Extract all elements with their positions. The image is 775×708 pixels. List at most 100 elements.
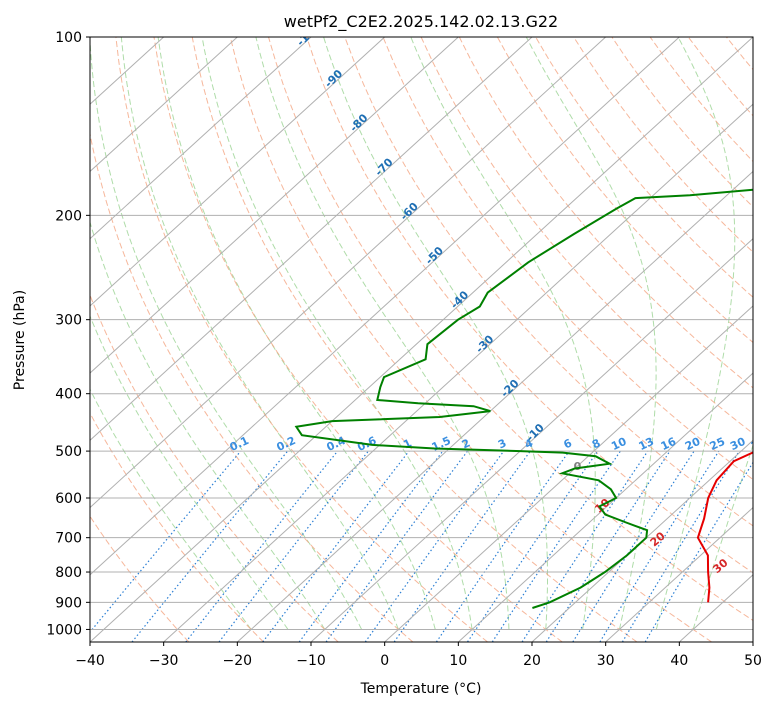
- dry-adiabat: [496, 37, 753, 344]
- x-axis-label: Temperature (°C): [360, 681, 482, 697]
- isotherm-label: -40: [448, 288, 471, 311]
- isotherm-line: [236, 170, 753, 642]
- y-tick-label: 800: [55, 565, 82, 581]
- moist-adiabat: [120, 37, 399, 630]
- mixing-ratio-line: [572, 450, 695, 642]
- mixing-ratio-line: [298, 450, 444, 642]
- isotherm-line: [752, 641, 753, 642]
- mixing-ratio-line: [185, 450, 339, 642]
- annotation-labels: 0.1 0.2 0.4 0.6 1 1.5 2 3 4 6 8 10 13 16 20 25 30 36-100-…: [228, 20, 769, 576]
- y-tick-label: 1000: [46, 622, 82, 638]
- isotherm-line: [90, 37, 312, 240]
- dry-adiabat: [90, 293, 339, 642]
- mixing-ratio-label: 3: [496, 436, 508, 451]
- isotherm-line: [90, 37, 533, 442]
- y-tick-label: 700: [55, 531, 82, 547]
- mixing-ratio-line: [364, 450, 505, 642]
- plot-area: 0.1 0.2 0.4 0.6 1 1.5 2 3 4 6 8 10 13 16 20 25 30 36-100-…: [90, 20, 775, 642]
- moist-adiabat: [655, 37, 736, 630]
- x-tick-label: 40: [670, 653, 688, 669]
- dry-adiabat: [765, 37, 775, 642]
- moist-adiabat: [692, 443, 753, 630]
- pressure-gridlines: [90, 37, 753, 630]
- mixing-ratio-line: [545, 450, 671, 642]
- dry-adiabat-label: 20: [648, 529, 668, 549]
- isotherm-line: [163, 103, 753, 642]
- mixing-ratio-line: [621, 450, 740, 642]
- y-tick-label: 500: [55, 444, 82, 460]
- dry-adiabat: [191, 37, 638, 642]
- mixing-ratio-line: [521, 450, 649, 642]
- dry-adiabat: [115, 37, 488, 642]
- dry-adiabat: [90, 412, 264, 642]
- isotherm-label: -50: [423, 244, 446, 267]
- dry-adiabat: [344, 37, 753, 527]
- x-tick-label: −30: [149, 653, 179, 669]
- isotherm-line: [90, 37, 238, 173]
- y-tick-label: 200: [55, 208, 82, 224]
- dry-adiabat: [726, 37, 753, 71]
- moist-adiabat: [90, 220, 326, 630]
- isotherm-line: [90, 37, 386, 307]
- dry-adiabat-label: 30: [710, 556, 730, 576]
- isotherm-label: -80: [347, 111, 370, 134]
- moist-adiabat: [525, 37, 657, 630]
- isotherm-line: [90, 37, 607, 509]
- mixing-ratio-label: 6: [561, 436, 574, 451]
- isotherm-label: -30: [473, 332, 496, 355]
- isotherm-gridlines: [90, 37, 753, 642]
- isotherm-line: [310, 237, 753, 642]
- chart-title: wetPf2_C2E2.2025.142.02.13.G22: [284, 12, 558, 32]
- x-tick-label: 30: [597, 653, 615, 669]
- dewpoint-line: [294, 188, 753, 609]
- isotherm-label: -90: [322, 67, 345, 90]
- isotherm-line: [384, 305, 753, 642]
- mixing-ratio-label: 36: [749, 435, 769, 453]
- mixing-ratio-line: [466, 450, 599, 642]
- isotherm-label: -20: [498, 377, 521, 400]
- moist-adiabat: [157, 37, 436, 630]
- isotherm-line: [605, 506, 753, 642]
- isotherm-line: [90, 37, 680, 576]
- mixing-ratio-line: [599, 450, 720, 642]
- moist-adiabat: [410, 37, 596, 630]
- dry-adiabat: [90, 515, 190, 642]
- dry-adiabat: [153, 37, 563, 642]
- sounding-series: [294, 188, 753, 609]
- mixing-ratio-label: 20: [683, 435, 703, 453]
- mixing-ratio-line: [262, 450, 410, 642]
- x-tick-label: −10: [296, 653, 326, 669]
- dry-adiabat: [611, 37, 753, 208]
- y-axis-ticks: 100 200 300 400 500 600 700 800 900 1000: [46, 30, 90, 638]
- x-tick-label: −20: [223, 653, 253, 669]
- dry-adiabat: [229, 37, 712, 642]
- plot-frame: [89, 36, 754, 643]
- mixing-ratio-label: 30: [728, 435, 748, 453]
- y-tick-label: 900: [55, 595, 82, 611]
- mixing-ratio-line: [90, 450, 242, 633]
- zero-isotherm-label: 0: [574, 460, 582, 473]
- y-tick-label: 100: [55, 30, 82, 46]
- mixing-ratio-label: 13: [637, 435, 656, 453]
- isotherm-label: -60: [398, 200, 421, 223]
- dry-adiabat: [535, 37, 753, 298]
- mixing-ratio-line: [218, 450, 369, 642]
- dry-adiabat: [458, 37, 753, 389]
- x-tick-label: 10: [449, 653, 467, 669]
- x-tick-label: −40: [75, 653, 105, 669]
- moist-adiabat: [255, 37, 510, 630]
- y-tick-label: 300: [55, 313, 82, 329]
- mixing-ratio-label: 10: [609, 435, 629, 453]
- mixing-ratio-line: [325, 450, 468, 642]
- moist-adiabat: [323, 37, 548, 630]
- y-tick-label: 600: [55, 491, 82, 507]
- dry-adiabat: [687, 37, 753, 117]
- x-tick-label: 0: [380, 653, 389, 669]
- isotherm-label: -70: [372, 155, 395, 178]
- mixing-ratio-label: 16: [659, 435, 679, 453]
- isotherm-label: -100: [294, 20, 323, 49]
- y-tick-label: 400: [55, 387, 82, 403]
- moist-adiabat: [90, 37, 363, 630]
- isotherm-line: [90, 37, 459, 374]
